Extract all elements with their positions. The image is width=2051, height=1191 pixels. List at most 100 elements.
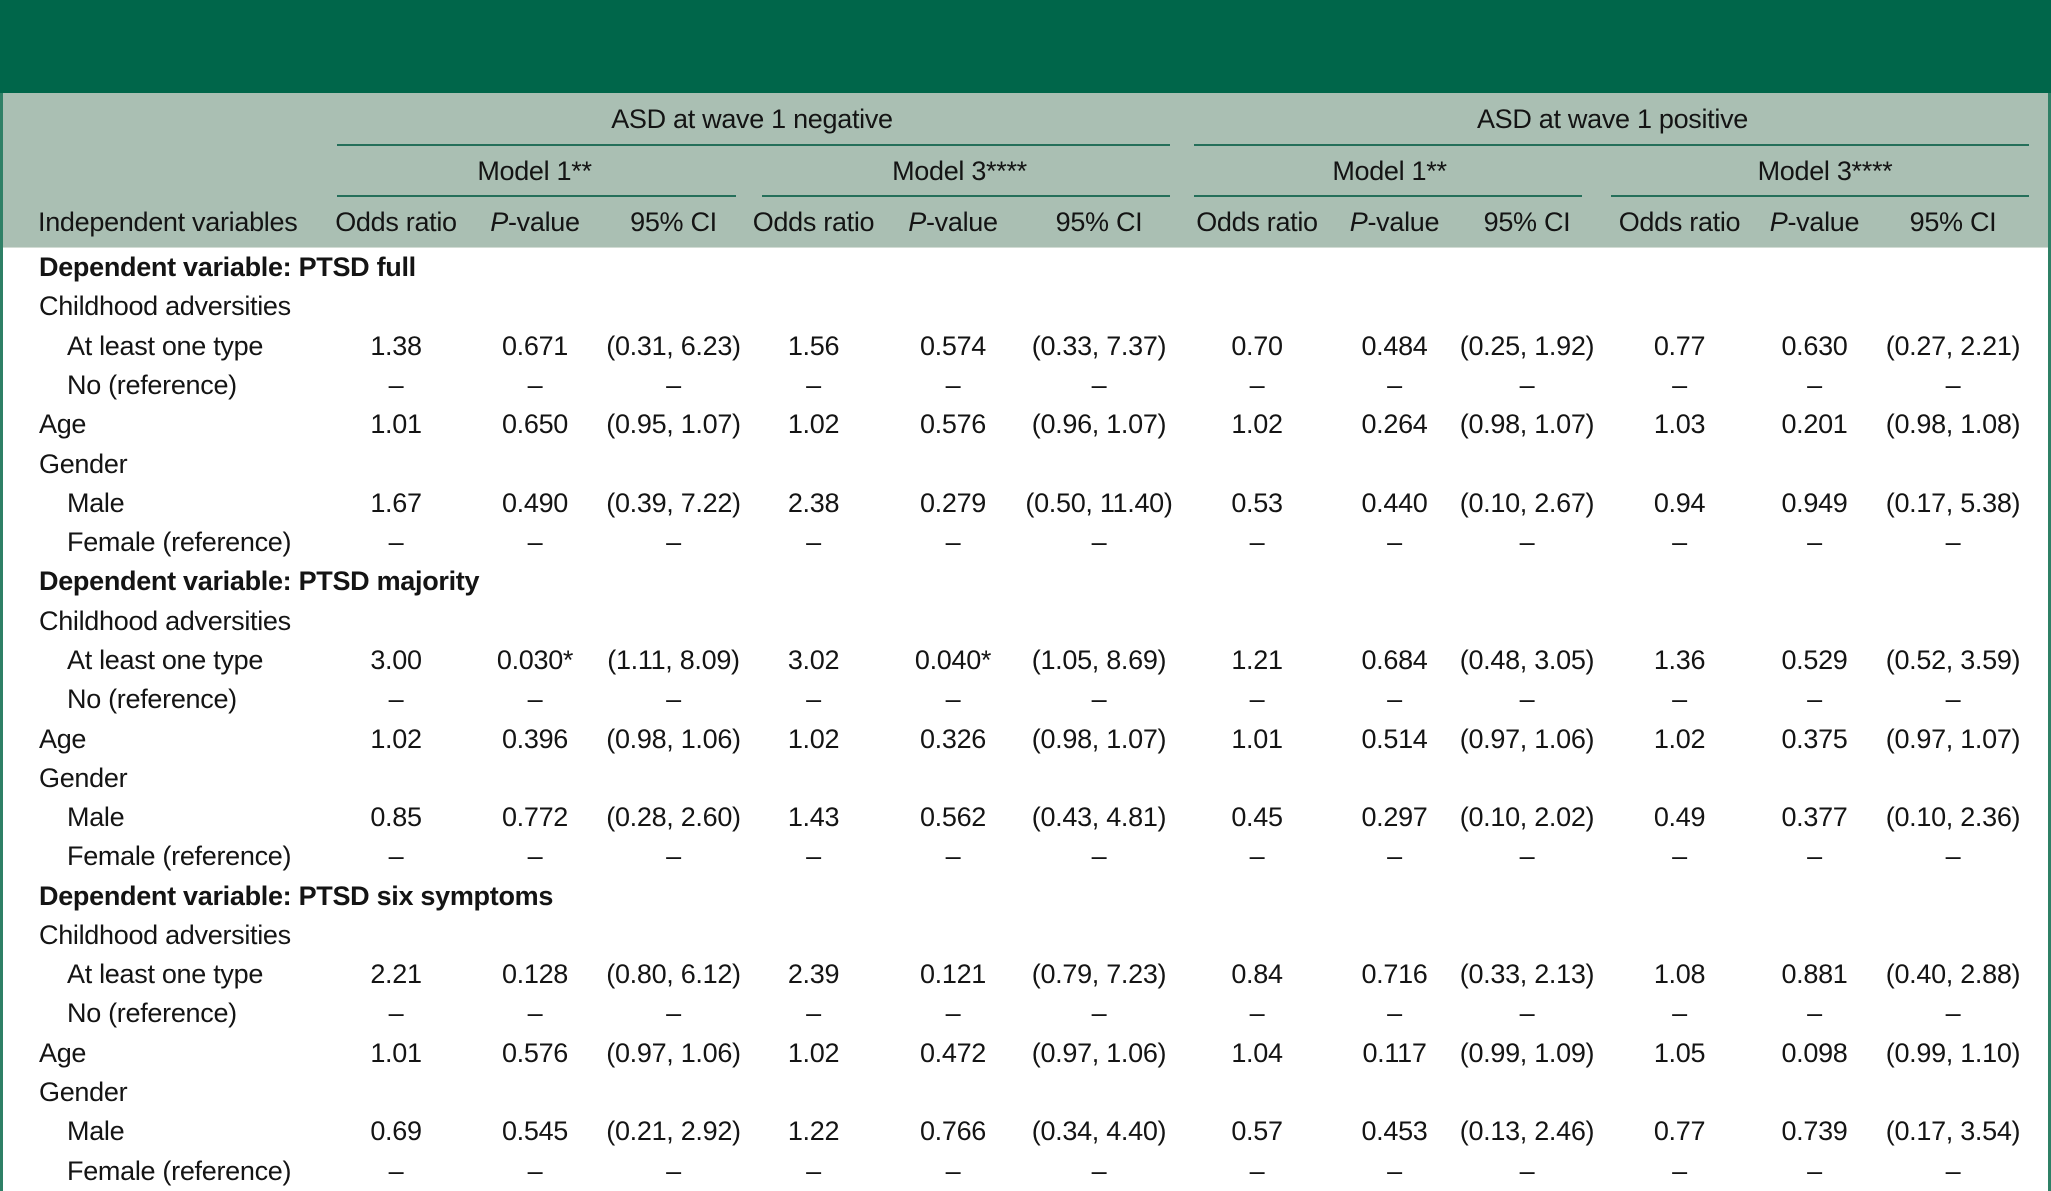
cell-value: – xyxy=(1672,998,1687,1029)
cell-value: 0.70 xyxy=(1231,330,1283,361)
cell-value: (0.50, 11.40) xyxy=(1025,487,1173,518)
cell-value: 1.56 xyxy=(787,330,840,361)
cell-value: (0.27, 2.21) xyxy=(1885,330,2021,361)
cell-value: (0.17, 3.54) xyxy=(1885,1116,2021,1147)
cell-value: – xyxy=(1249,1155,1265,1186)
row-label: At least one type xyxy=(67,644,264,675)
cell-value: (0.79, 7.23) xyxy=(1031,959,1167,990)
table-row: Female (reference) – – – – – – – – – – – – xyxy=(3,837,2048,876)
cell-value: – xyxy=(1672,841,1687,872)
cell-value: – xyxy=(1249,684,1265,715)
cell-value: 0.514 xyxy=(1361,723,1428,754)
cell-value: – xyxy=(1519,684,1535,715)
cell-value: 0.574 xyxy=(919,330,987,361)
cell-value: – xyxy=(1091,1155,1107,1186)
table-row: Gender xyxy=(3,444,2048,483)
cell-value: – xyxy=(945,1155,961,1186)
row-label: No (reference) xyxy=(67,369,237,400)
cell-value: – xyxy=(527,527,543,558)
table-row: Childhood adversities xyxy=(3,287,2048,326)
cell-value: – xyxy=(666,998,681,1029)
cell-value: 0.472 xyxy=(919,1037,987,1068)
cell-value: 0.279 xyxy=(919,487,987,518)
cell-value: – xyxy=(388,998,404,1029)
table-row: Male 0.69 0.545 (0.21, 2.92) 1.22 0.766 (0.34… xyxy=(3,1112,2048,1151)
cell-value: 0.545 xyxy=(501,1116,569,1147)
model-header-label: Model 1** xyxy=(477,156,592,186)
cell-value: (0.99, 1.10) xyxy=(1885,1037,2021,1068)
header-rule xyxy=(337,195,736,197)
cell-value: – xyxy=(388,369,404,400)
cell-value: – xyxy=(1807,998,1822,1029)
cell-value: (0.34, 4.40) xyxy=(1031,1116,1167,1147)
cell-value: 1.21 xyxy=(1231,644,1283,675)
cell-value: 1.43 xyxy=(787,802,840,833)
cell-value: (0.10, 2.36) xyxy=(1885,802,2021,833)
cell-value: 0.94 xyxy=(1653,487,1706,518)
row-label: Age xyxy=(39,723,87,754)
cell-value: 0.576 xyxy=(919,409,987,440)
model-header-3-negative: Model 3**** xyxy=(742,146,1177,197)
cell-value: (0.10, 2.67) xyxy=(1459,487,1595,518)
cell-value: – xyxy=(1945,369,1961,400)
cell-value: – xyxy=(1091,841,1107,872)
table-row: Childhood adversities xyxy=(3,916,2048,955)
cell-value: – xyxy=(1672,527,1687,558)
cell-value: 0.77 xyxy=(1653,330,1706,361)
column-header-p-value: P-value xyxy=(490,207,580,237)
cell-value: 0.650 xyxy=(501,409,569,440)
cell-value: (0.97, 1.06) xyxy=(1031,1037,1167,1068)
table-row: Childhood adversities xyxy=(3,602,2048,641)
cell-value: (0.52, 3.59) xyxy=(1885,644,2021,675)
cell-value: 0.484 xyxy=(1361,330,1428,361)
cell-value: 0.562 xyxy=(919,802,987,833)
cell-value: (0.17, 5.38) xyxy=(1885,487,2021,518)
model-header-1-negative: Model 1** xyxy=(327,146,742,197)
column-header-p-value: P-value xyxy=(908,207,998,237)
cell-value: 0.716 xyxy=(1361,959,1428,990)
cell-value: (0.43, 4.81) xyxy=(1031,802,1167,833)
header-rule xyxy=(1194,144,2029,146)
table-row: Male 1.67 0.490 (0.39, 7.22) 2.38 0.279 (0.50… xyxy=(3,484,2048,523)
cell-value: – xyxy=(1945,684,1961,715)
cell-value: – xyxy=(1807,369,1822,400)
cell-value: – xyxy=(1519,527,1535,558)
cell-value: – xyxy=(1091,527,1107,558)
row-label: Gender xyxy=(39,1077,128,1108)
table-row: Gender xyxy=(3,1073,2048,1112)
cell-value: – xyxy=(1945,527,1961,558)
cell-value: – xyxy=(1519,1155,1535,1186)
row-label: No (reference) xyxy=(67,684,237,715)
cell-value: 0.453 xyxy=(1361,1116,1428,1147)
cell-value: 1.08 xyxy=(1653,959,1706,990)
cell-value: (0.98, 1.06) xyxy=(606,723,741,754)
cell-value: – xyxy=(1091,998,1107,1029)
cell-value: (0.40, 2.88) xyxy=(1885,959,2021,990)
cell-value: – xyxy=(527,684,543,715)
cell-value: – xyxy=(1387,527,1402,558)
cell-value: 1.02 xyxy=(787,409,840,440)
cell-value: 0.128 xyxy=(501,959,569,990)
row-label: Male xyxy=(67,802,125,833)
cell-value: 1.01 xyxy=(370,1037,422,1068)
cell-value: – xyxy=(388,841,404,872)
cell-value: 1.03 xyxy=(1653,409,1706,440)
cell-value: (0.33, 7.37) xyxy=(1031,330,1167,361)
header-rule xyxy=(762,195,1170,197)
row-label: Female (reference) xyxy=(67,527,292,558)
cell-value: 0.684 xyxy=(1361,644,1428,675)
cell-value: 0.030* xyxy=(496,644,574,675)
cell-value: – xyxy=(1807,527,1822,558)
cell-value: (0.98, 1.07) xyxy=(1459,409,1595,440)
cell-value: 1.36 xyxy=(1653,644,1706,675)
cell-value: 1.22 xyxy=(787,1116,840,1147)
cell-value: – xyxy=(806,1155,821,1186)
row-label: Childhood adversities xyxy=(39,605,291,636)
cell-value: – xyxy=(806,998,821,1029)
row-label: Male xyxy=(67,487,125,518)
table-row: No (reference) – – – – – – – – – – – – xyxy=(3,366,2048,405)
cell-value: – xyxy=(806,841,821,872)
journal-banner xyxy=(0,0,2051,93)
cell-value: 1.67 xyxy=(370,487,422,518)
table-row: Male 0.85 0.772 (0.28, 2.60) 1.43 0.562 (0.43… xyxy=(3,798,2048,837)
